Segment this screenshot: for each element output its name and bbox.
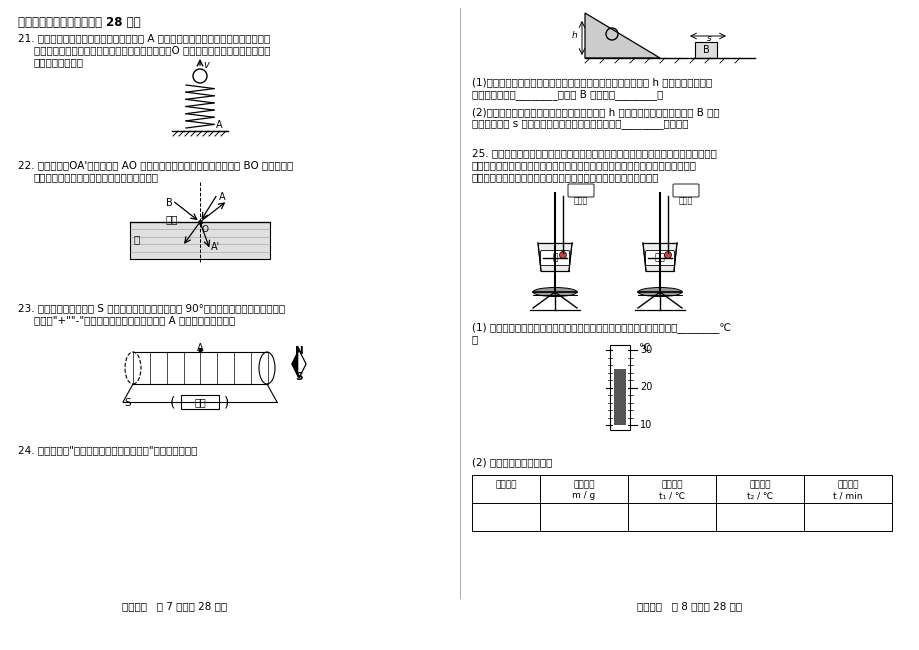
Text: 水平面时速度越________，木块 B 被撞得越________。: 水平面时速度越________，木块 B 被撞得越________。 — [471, 89, 663, 100]
Polygon shape — [642, 243, 676, 271]
Text: 24. 如图是探究"动能的大小跟哪些因素有关"的实验装置图。: 24. 如图是探究"动能的大小跟哪些因素有关"的实验装置图。 — [18, 445, 198, 455]
Text: S: S — [295, 372, 302, 382]
Text: 在图中画出小球离开弹簧后所受到的力的示意图（O 为小球的重心，空气对小球的作: 在图中画出小球离开弹簧后所受到的力的示意图（O 为小球的重心，空气对小球的作 — [34, 45, 270, 55]
Text: (2) 实验数据记录如下表：: (2) 实验数据记录如下表： — [471, 457, 551, 467]
Text: h: h — [572, 31, 577, 40]
Text: 液体质量: 液体质量 — [573, 480, 594, 489]
Text: N: N — [294, 346, 303, 356]
Text: 水: 水 — [134, 234, 140, 244]
Text: O: O — [202, 225, 209, 234]
Text: (1) 加热时，某一时刻在水中的温度计示数如图所示，则此时水的温度是________℃: (1) 加热时，某一时刻在水中的温度计示数如图所示，则此时水的温度是______… — [471, 322, 731, 333]
Text: 温度计: 温度计 — [573, 196, 587, 205]
Bar — [803, 475, 891, 503]
Text: 三、作图与实验探究题（共 28 分）: 三、作图与实验探究题（共 28 分） — [18, 16, 141, 29]
Bar — [628, 503, 715, 531]
Bar — [803, 503, 891, 531]
Text: 液体名称: 液体名称 — [494, 480, 516, 489]
Text: m / g: m / g — [572, 491, 595, 500]
Text: 电源: 电源 — [194, 397, 206, 407]
Polygon shape — [299, 350, 306, 378]
Polygon shape — [291, 350, 306, 378]
Text: t / min: t / min — [833, 491, 862, 500]
Bar — [613, 369, 625, 425]
Ellipse shape — [637, 287, 681, 296]
Bar — [471, 475, 539, 503]
Text: 22. 如图所示，OA'是入射光线 AO 的折射光线，请在图中画出入射光线 BO 的反射光线: 22. 如图所示，OA'是入射光线 AO 的折射光线，请在图中画出入射光线 BO… — [18, 160, 293, 170]
Bar — [609, 345, 630, 430]
FancyBboxPatch shape — [540, 250, 569, 265]
Bar — [130, 222, 269, 259]
Text: v: v — [203, 60, 209, 70]
Text: 击后运动距离 s 的远近，这是为了探究动能的大小与________的关系。: 击后运动距离 s 的远近，这是为了探究动能的大小与________的关系。 — [471, 119, 687, 129]
Bar — [539, 475, 628, 503]
Text: 21. 用手把小球压在弹簧上，弹簧被压缩到 A 点，松手后小球向上运动，如图所示。请: 21. 用手把小球压在弹簧上，弹簧被压缩到 A 点，松手后小球向上运动，如图所示… — [18, 33, 270, 43]
Text: 用力忽略不计）。: 用力忽略不计）。 — [34, 57, 84, 67]
Text: 。: 。 — [471, 334, 478, 344]
FancyBboxPatch shape — [567, 184, 594, 197]
Polygon shape — [584, 13, 659, 58]
Text: 物理试卷   第 8 页（共 28 页）: 物理试卷 第 8 页（共 28 页） — [637, 601, 742, 611]
Text: 物理试卷   第 7 页（共 28 页）: 物理试卷 第 7 页（共 28 页） — [122, 601, 227, 611]
Text: s: s — [706, 34, 710, 43]
Text: A: A — [218, 192, 225, 202]
Text: 验小组取相同质量的水和煤油放入两个相同的容器中，用同样的热源分别对它们加: 验小组取相同质量的水和煤油放入两个相同的容器中，用同样的热源分别对它们加 — [471, 160, 697, 170]
Text: (: ( — [170, 395, 176, 409]
Text: A: A — [197, 343, 203, 353]
Text: 10: 10 — [640, 420, 652, 430]
Text: 热，比较它们升高相同温度时吸收热量的多少。实验装置如图所示。: 热，比较它们升高相同温度时吸收热量的多少。实验装置如图所示。 — [471, 172, 659, 182]
Text: t₁ / ℃: t₁ / ℃ — [658, 491, 685, 500]
Bar — [715, 475, 803, 503]
Text: 23. 如图所示，闭合开关 S 后小磁针沿顺时针方向偏转 90°后静止，请在图中括号内标出: 23. 如图所示，闭合开关 S 后小磁针沿顺时针方向偏转 90°后静止，请在图中… — [18, 303, 285, 313]
Bar — [181, 395, 219, 409]
Text: 加热时间: 加热时间 — [836, 480, 857, 489]
Text: ℃: ℃ — [637, 343, 649, 353]
Text: 电源的"+""-"极，并标出通过通电螺线管外 A 点的磁感线的方向。: 电源的"+""-"极，并标出通过通电螺线管外 A 点的磁感线的方向。 — [34, 315, 235, 325]
Text: B: B — [166, 198, 173, 209]
Text: S: S — [124, 398, 130, 408]
Text: (2)若让不同质量的钢球分别从斜面相同的高度 h 由静止开始滚下，比较木块 B 被撞: (2)若让不同质量的钢球分别从斜面相同的高度 h 由静止开始滚下，比较木块 B … — [471, 107, 719, 117]
Text: 煤油: 煤油 — [654, 254, 664, 263]
Text: 空气: 空气 — [165, 214, 178, 224]
Text: A: A — [216, 120, 222, 130]
Text: t₂ / ℃: t₂ / ℃ — [746, 491, 772, 500]
Circle shape — [559, 252, 566, 259]
Text: 和该入射光线在水中的折射光线的大致方向。: 和该入射光线在水中的折射光线的大致方向。 — [34, 172, 159, 182]
FancyBboxPatch shape — [645, 250, 674, 265]
Bar — [628, 475, 715, 503]
Text: 温度计: 温度计 — [678, 196, 692, 205]
Text: 20: 20 — [640, 382, 652, 393]
Bar — [694, 42, 716, 58]
Text: 25. 为了探究相同质量的不同物质在升高相同温度时，吸收热量的多少是否相同，某实: 25. 为了探究相同质量的不同物质在升高相同温度时，吸收热量的多少是否相同，某实 — [471, 148, 716, 158]
Text: A': A' — [211, 242, 221, 252]
Circle shape — [664, 252, 671, 259]
Polygon shape — [538, 243, 572, 271]
Ellipse shape — [532, 287, 576, 296]
Bar — [539, 503, 628, 531]
FancyBboxPatch shape — [673, 184, 698, 197]
Text: ): ) — [224, 395, 230, 409]
Text: 液体初温: 液体初温 — [661, 480, 682, 489]
Text: 30: 30 — [640, 345, 652, 355]
Text: 水: 水 — [551, 254, 557, 263]
Bar — [471, 503, 539, 531]
Text: (1)若让同一钢球分别从斜面不同的高度由静止开始滚下，高度 h 越高，钢球运动到: (1)若让同一钢球分别从斜面不同的高度由静止开始滚下，高度 h 越高，钢球运动到 — [471, 77, 711, 87]
Text: 液体末温: 液体末温 — [748, 480, 770, 489]
Bar — [715, 503, 803, 531]
Text: B: B — [702, 45, 709, 55]
